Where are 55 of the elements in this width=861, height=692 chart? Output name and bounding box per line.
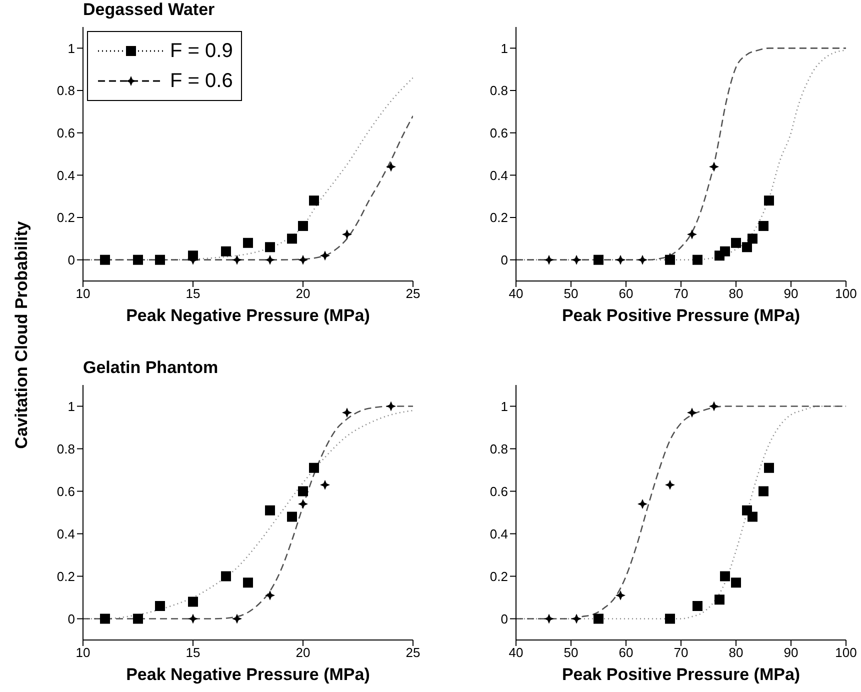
x-tick-label: 60 — [618, 286, 634, 302]
x-tick-label: 40 — [508, 645, 524, 660]
y-axis-title: Cavitation Cloud Probability — [12, 221, 32, 449]
x-tick-label: 20 — [296, 645, 310, 660]
y-tick-label: 0.6 — [490, 484, 508, 499]
y-tick-label: 0.4 — [490, 168, 508, 183]
x-tick-label: 15 — [186, 286, 200, 302]
x-tick-label: 25 — [406, 645, 420, 660]
x-tick-label: 25 — [406, 286, 420, 302]
x-tick-label: 90 — [784, 645, 798, 660]
y-tick-label: 1 — [500, 398, 508, 414]
x-tick-label: 50 — [564, 286, 578, 302]
legend-label: F = 0.6 — [170, 70, 233, 92]
y-tick-label: 0.6 — [490, 125, 508, 140]
x-tick-label: 70 — [674, 286, 688, 302]
y-tick-label: 0.4 — [490, 526, 508, 542]
x-tick-label: 10 — [76, 645, 90, 660]
chart-title: Degassed Water — [83, 0, 215, 20]
y-tick-label: 0.4 — [56, 168, 75, 183]
x-axis-title: Peak Negative Pressure (MPa) — [126, 306, 370, 325]
y-tick-label: 0.2 — [56, 568, 75, 584]
y-tick-label: 0.4 — [56, 526, 75, 542]
y-tick-label: 1 — [68, 40, 75, 56]
x-tick-label: 50 — [564, 645, 578, 660]
legend-label: F = 0.9 — [170, 40, 233, 62]
y-tick-label: 0.8 — [490, 441, 508, 456]
x-tick-label: 60 — [618, 645, 634, 660]
y-tick-label: 1 — [500, 40, 508, 56]
y-tick-label: 0 — [500, 252, 508, 268]
y-tick-label: 0.8 — [56, 441, 75, 456]
x-tick-label: 15 — [186, 645, 200, 660]
y-tick-label: 0 — [68, 611, 75, 626]
x-tick-label: 80 — [728, 286, 744, 302]
x-tick-label: 80 — [728, 645, 744, 660]
x-tick-label: 70 — [674, 645, 688, 660]
y-tick-label: 0.2 — [490, 568, 508, 584]
x-tick-label: 100 — [835, 645, 857, 660]
x-axis-title: Peak Positive Pressure (MPa) — [562, 306, 800, 325]
y-tick-label: 0.6 — [56, 484, 75, 499]
x-tick-label: 20 — [296, 286, 310, 302]
y-tick-label: 0 — [68, 252, 75, 268]
x-tick-label: 90 — [784, 286, 798, 302]
chart-title: Gelatin Phantom — [83, 358, 218, 378]
y-tick-label: 1 — [68, 398, 75, 414]
y-tick-label: 0 — [500, 611, 508, 626]
y-tick-label: 0.8 — [56, 83, 75, 98]
x-tick-label: 10 — [76, 286, 90, 302]
x-axis-title: Peak Positive Pressure (MPa) — [562, 665, 800, 684]
y-tick-label: 0.2 — [490, 210, 508, 226]
x-axis-title: Peak Negative Pressure (MPa) — [126, 665, 370, 684]
y-tick-label: 0.6 — [56, 125, 75, 140]
x-tick-label: 100 — [835, 286, 857, 302]
y-tick-label: 0.8 — [490, 83, 508, 98]
x-tick-label: 40 — [508, 286, 524, 302]
y-tick-label: 0.2 — [56, 210, 75, 226]
